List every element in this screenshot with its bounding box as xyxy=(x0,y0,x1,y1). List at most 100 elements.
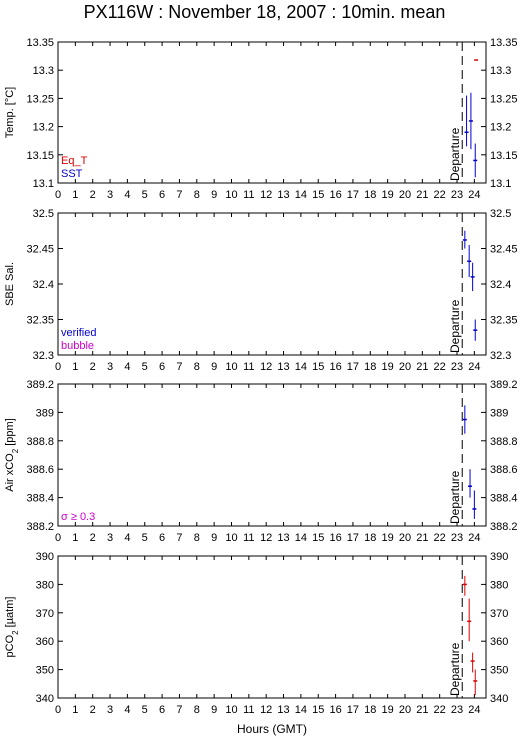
x-tick-label: 2 xyxy=(90,704,96,716)
legend-entry: σ ≥ 0.3 xyxy=(61,511,95,523)
y-tick-label-left: 32.45 xyxy=(26,244,54,256)
departure-annotation: Departure xyxy=(448,642,462,696)
x-tick-label: 16 xyxy=(329,361,341,373)
x-tick-label: 15 xyxy=(312,532,324,544)
y-tick-label-right: 32.45 xyxy=(490,244,518,256)
x-tick-label: 22 xyxy=(434,361,446,373)
x-tick-label: 8 xyxy=(194,189,200,201)
x-tick-label: 12 xyxy=(260,532,272,544)
x-tick-label: 9 xyxy=(211,532,217,544)
x-tick-label: 16 xyxy=(329,704,341,716)
x-tick-label: 0 xyxy=(55,361,61,373)
x-tick-label: 22 xyxy=(434,532,446,544)
y-tick-label-left: 388.6 xyxy=(26,464,54,476)
x-tick-label: 18 xyxy=(364,361,376,373)
x-tick-label: 2 xyxy=(90,361,96,373)
y-tick-label-left: 360 xyxy=(36,636,54,648)
y-tick-label-left: 389 xyxy=(36,407,54,419)
x-tick-label: 19 xyxy=(382,704,394,716)
x-tick-label: 13 xyxy=(277,189,289,201)
y-tick-label-left: 350 xyxy=(36,665,54,677)
x-tick-label: 17 xyxy=(347,361,359,373)
y-tick-label-right: 388.4 xyxy=(490,493,518,505)
x-tick-label: 7 xyxy=(176,189,182,201)
x-tick-label: 11 xyxy=(243,704,254,716)
y-axis-label: SBE Sal. xyxy=(4,262,16,306)
plot-frame xyxy=(57,41,487,184)
legend-entry: SST xyxy=(61,168,83,180)
y-tick-label-left: 32.4 xyxy=(33,279,54,291)
x-tick-label: 15 xyxy=(312,361,324,373)
x-tick-label: 10 xyxy=(225,704,237,716)
x-tick-label: 24 xyxy=(468,189,480,201)
x-tick-label: 8 xyxy=(194,704,200,716)
y-tick-label-left: 13.25 xyxy=(26,93,54,105)
x-tick-label: 3 xyxy=(107,704,113,716)
x-tick-label: 20 xyxy=(399,532,411,544)
x-tick-label: 4 xyxy=(124,704,130,716)
x-tick-label: 6 xyxy=(159,189,165,201)
y-tick-label-right: 32.3 xyxy=(490,350,511,362)
x-tick-label: 15 xyxy=(312,189,324,201)
y-tick-label-right: 388.8 xyxy=(490,436,518,448)
y-tick-label-left: 388.2 xyxy=(26,521,54,533)
x-tick-label: 21 xyxy=(416,704,428,716)
departure-annotation: Departure xyxy=(448,299,462,353)
x-tick-label: 19 xyxy=(382,532,394,544)
departure-annotation: Departure xyxy=(448,127,462,181)
x-tick-label: 3 xyxy=(107,532,113,544)
y-tick-label-left: 370 xyxy=(36,608,54,620)
x-tick-label: 18 xyxy=(364,532,376,544)
x-tick-label: 11 xyxy=(243,189,254,201)
x-tick-label: 5 xyxy=(142,532,148,544)
y-tick-label-right: 13.2 xyxy=(490,122,511,134)
chart-title: PX116W : November 18, 2007 : 10min. mean xyxy=(83,2,446,22)
y-tick-label-right: 389.2 xyxy=(490,379,518,391)
x-tick-label: 16 xyxy=(329,532,341,544)
y-axis-label: pCO2 [µatm] xyxy=(4,597,20,658)
x-tick-label: 8 xyxy=(194,361,200,373)
y-tick-label-right: 13.3 xyxy=(490,65,511,77)
x-tick-label: 15 xyxy=(312,704,324,716)
y-tick-label-right: 340 xyxy=(490,693,508,705)
x-tick-label: 21 xyxy=(416,532,428,544)
x-tick-label: 0 xyxy=(55,704,61,716)
x-tick-label: 23 xyxy=(451,704,463,716)
x-tick-label: 20 xyxy=(399,704,411,716)
x-tick-label: 14 xyxy=(295,532,307,544)
x-tick-label: 2 xyxy=(90,189,96,201)
x-tick-label: 4 xyxy=(124,361,130,373)
x-tick-label: 18 xyxy=(364,189,376,201)
x-tick-label: 5 xyxy=(142,704,148,716)
x-tick-label: 4 xyxy=(124,189,130,201)
x-tick-label: 1 xyxy=(72,189,78,201)
y-tick-label-right: 13.1 xyxy=(490,178,511,190)
x-tick-label: 21 xyxy=(416,361,428,373)
y-tick-label-right: 389 xyxy=(490,407,508,419)
x-tick-label: 3 xyxy=(107,189,113,201)
x-tick-label: 2 xyxy=(90,532,96,544)
x-tick-label: 14 xyxy=(295,361,307,373)
x-tick-label: 17 xyxy=(347,189,359,201)
x-tick-label: 0 xyxy=(55,532,61,544)
x-tick-label: 16 xyxy=(329,189,341,201)
y-tick-label-left: 13.35 xyxy=(26,37,54,49)
x-tick-label: 13 xyxy=(277,532,289,544)
y-tick-label-right: 390 xyxy=(490,551,508,563)
departure-annotation: Departure xyxy=(448,470,462,524)
x-tick-label: 9 xyxy=(211,704,217,716)
y-tick-label-right: 350 xyxy=(490,665,508,677)
x-tick-label: 10 xyxy=(225,532,237,544)
x-tick-label: 11 xyxy=(243,361,254,373)
x-tick-label: 10 xyxy=(225,361,237,373)
x-tick-label: 10 xyxy=(225,189,237,201)
x-tick-label: 19 xyxy=(382,361,394,373)
y-tick-label-left: 32.35 xyxy=(26,315,54,327)
x-tick-label: 9 xyxy=(211,189,217,201)
x-tick-label: 24 xyxy=(468,532,480,544)
y-tick-label-left: 13.1 xyxy=(33,178,54,190)
y-tick-label-right: 360 xyxy=(490,636,508,648)
y-axis-label: Air xCO2 [ppm] xyxy=(4,418,20,492)
x-tick-label: 12 xyxy=(260,704,272,716)
x-tick-label: 13 xyxy=(277,361,289,373)
